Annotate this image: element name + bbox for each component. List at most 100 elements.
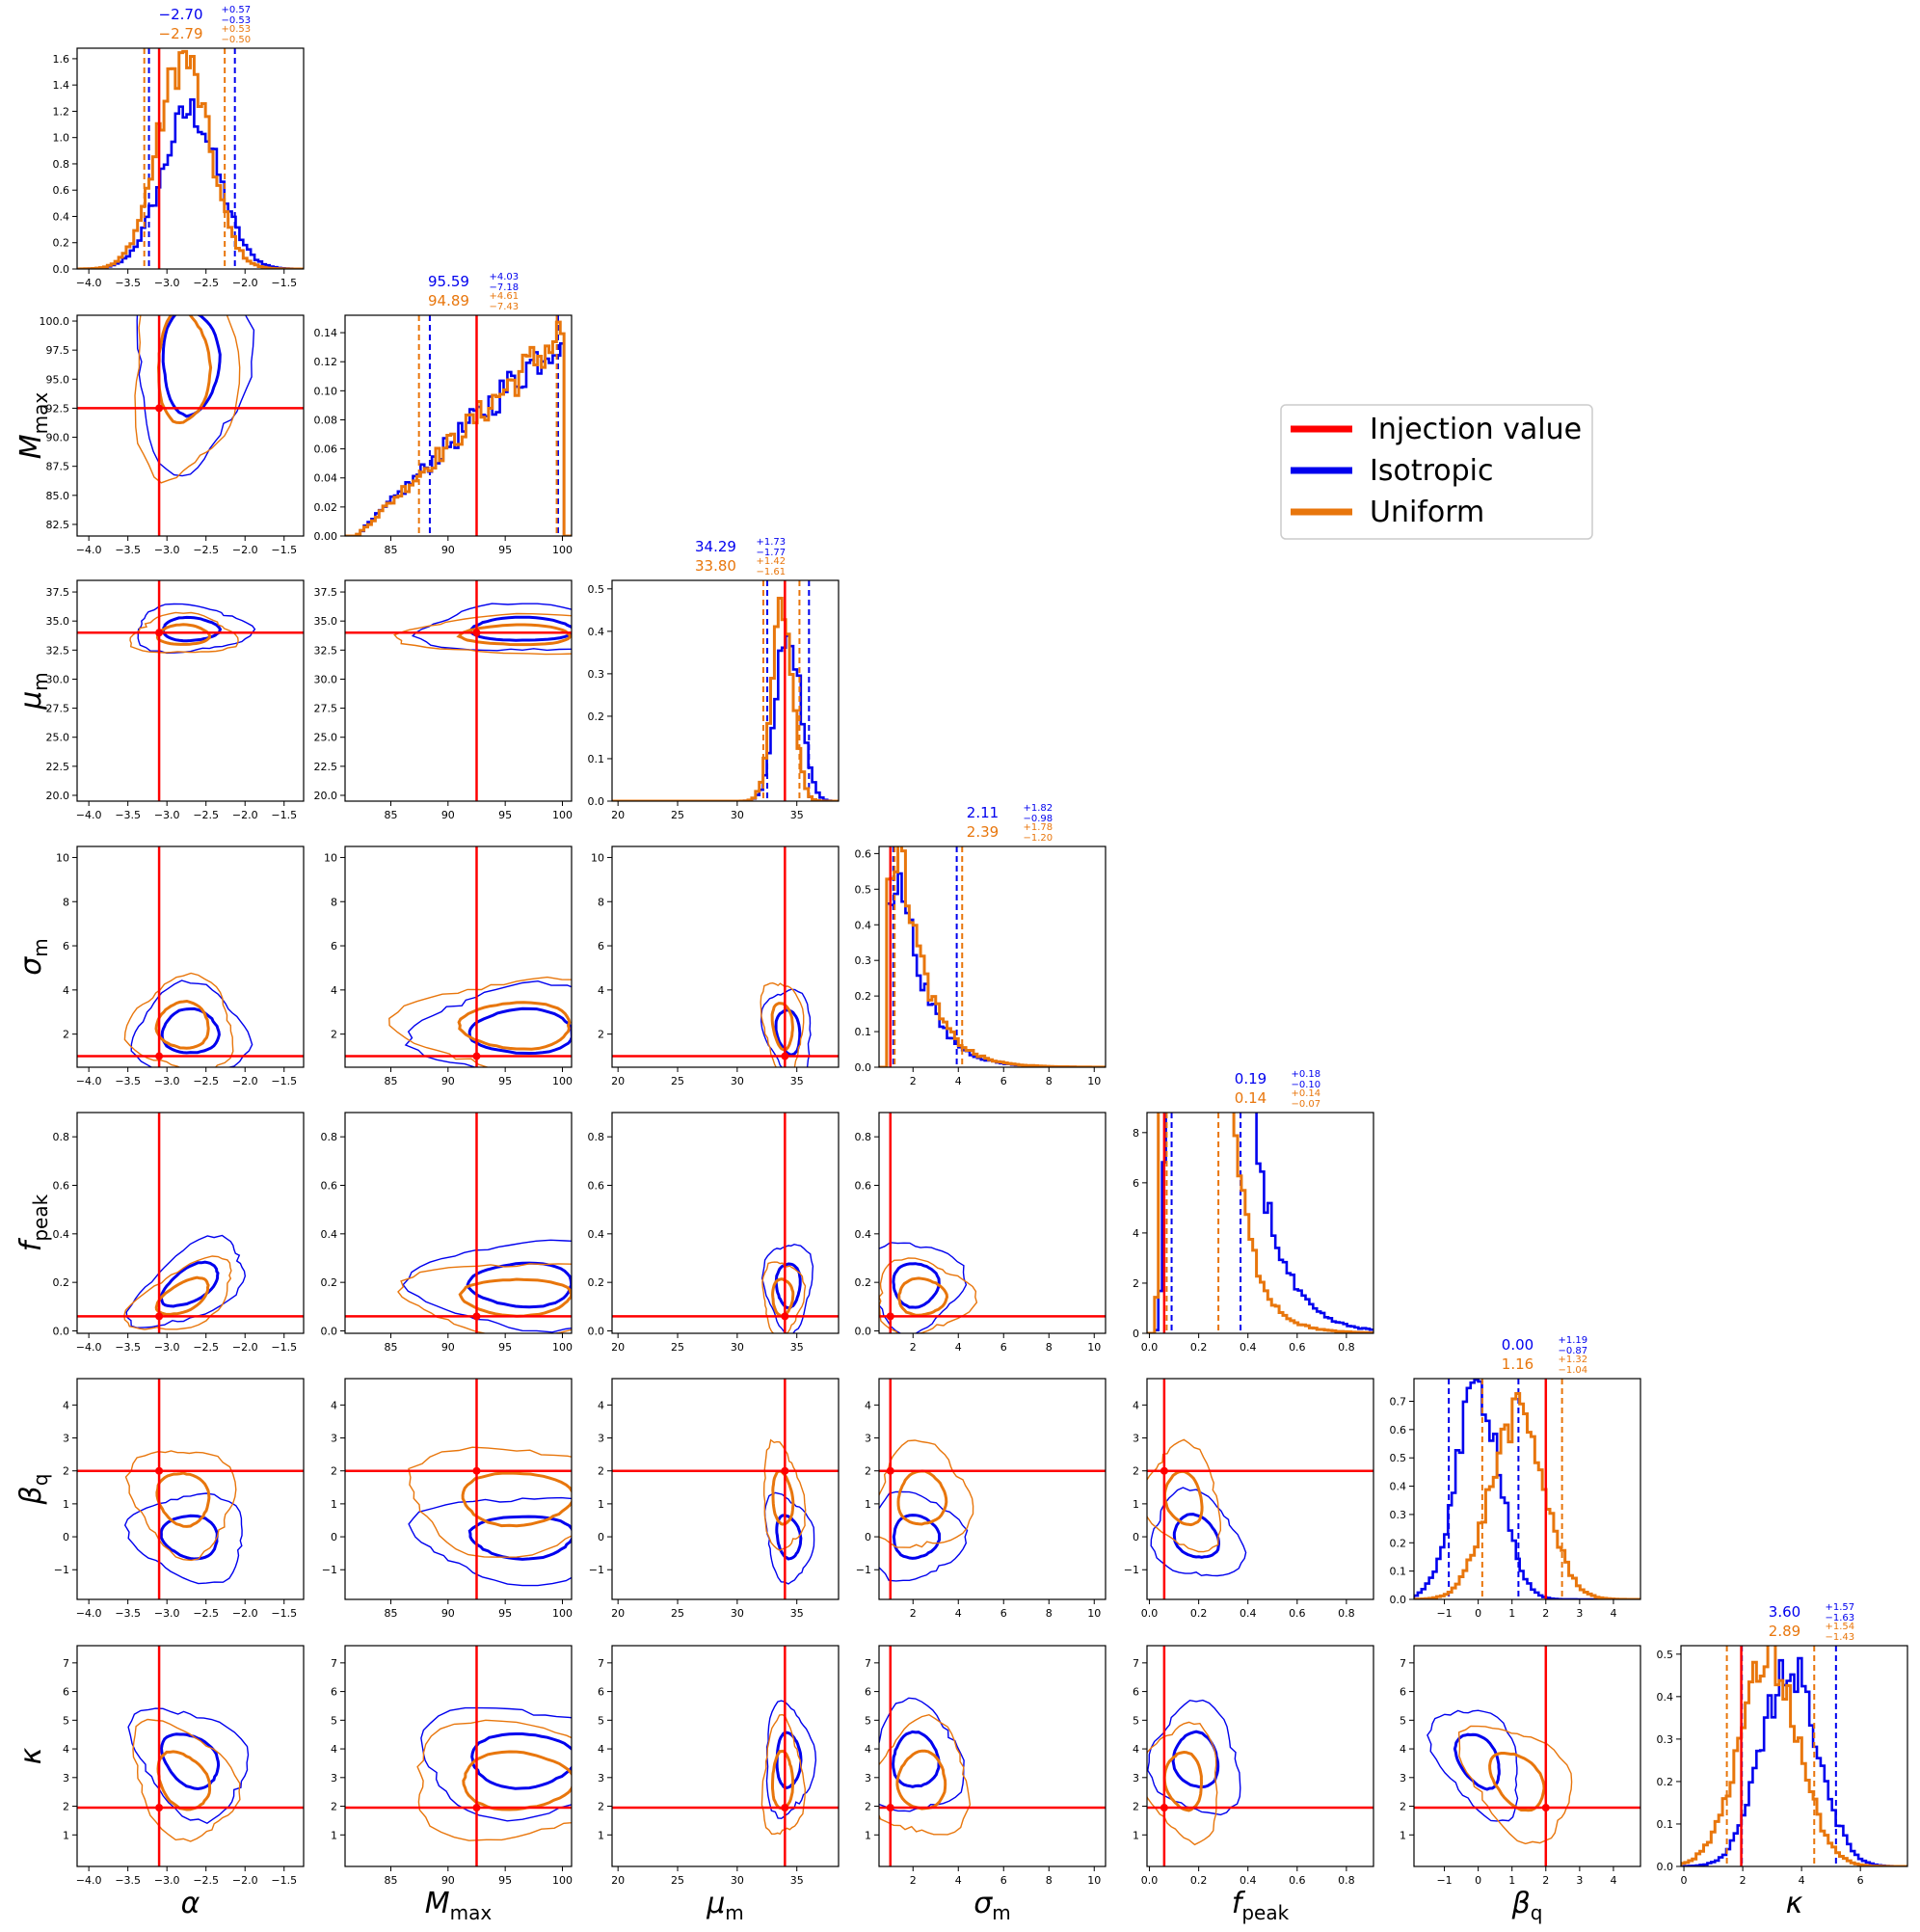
title-upper-error: +1.57 [1826, 1602, 1855, 1613]
ytick-label: 0.8 [53, 158, 70, 171]
panel-frame [76, 1112, 305, 1334]
panel-kappa-beta_q: 1 2 3 4 5 6 7 −1 0 1 2 3 4 [1400, 1645, 1641, 1887]
marginal-title-uniform: 0.14 [1235, 1089, 1267, 1107]
ytick-label: 3 [63, 1433, 69, 1445]
xtick-label: −3.0 [154, 1874, 180, 1887]
ytick-label: 0.3 [855, 954, 872, 967]
contour-uniform-inner [456, 623, 572, 647]
xtick-label: −2.0 [232, 544, 258, 556]
label-subscript: q [29, 1474, 52, 1487]
plot-area [1147, 1113, 1373, 1333]
ytick-label: 7 [331, 1657, 337, 1670]
ytick-label: 0.4 [588, 626, 605, 638]
plot-area [879, 1379, 1106, 1599]
panel-sigma_m-alpha: 2 4 6 8 10 −4.0 −3.5 −3.0 −2.5 −2.0 −1.5 [56, 845, 305, 1087]
contour-isotropic-inner [466, 1261, 572, 1309]
ytick-label: 5 [1400, 1714, 1406, 1727]
xtick-label: −1.5 [271, 544, 297, 556]
xtick-label: 6 [1000, 1607, 1007, 1620]
xtick-label: 35 [790, 1075, 804, 1087]
panel-sigma_m-mu_m: 2 4 6 8 10 20 25 30 35 [591, 845, 840, 1087]
plot-area [1414, 1646, 1640, 1866]
panel-mu_m-alpha: 20.0 22.5 25.0 27.5 30.0 32.5 35.0 37.5 −4.0 −3.5… [46, 579, 305, 821]
xtick-label: 85 [384, 1341, 397, 1354]
xtick-label: 95 [498, 1341, 512, 1354]
contour-isotropic-outer [127, 1707, 250, 1825]
contour-isotropic-outer [879, 1242, 968, 1333]
ytick-label: 1.4 [53, 79, 70, 92]
xtick-label: 25 [671, 809, 684, 821]
ytick-label: 95.0 [46, 373, 70, 386]
ytick-label: 0.5 [588, 583, 605, 596]
histogram-isotropic [1147, 1113, 1373, 1333]
legend: Injection value Isotropic Uniform [1280, 404, 1593, 540]
ytick-label: 3 [1133, 1772, 1139, 1784]
title-upper-error: +1.78 [1024, 822, 1053, 833]
xtick-label: −2.0 [232, 1341, 258, 1354]
histogram-uniform [1414, 1392, 1640, 1599]
ytick-label: 2 [598, 1465, 604, 1478]
xtick-label: 0.0 [1141, 1341, 1159, 1354]
xtick-label: 4 [1610, 1874, 1616, 1887]
ytick-label: 0.0 [855, 1061, 872, 1074]
ytick-label: 1 [63, 1498, 69, 1511]
ytick-label: 0.4 [1390, 1481, 1407, 1493]
legend-label-uniform: Uniform [1370, 496, 1484, 529]
xtick-label: −4.0 [76, 1874, 102, 1887]
xtick-label: 30 [731, 1607, 744, 1620]
ytick-label: 4 [331, 984, 337, 997]
xtick-label: 0 [1475, 1607, 1481, 1620]
ytick-label: 6 [1133, 1686, 1139, 1699]
legend-label-injection-value: Injection value [1370, 413, 1582, 446]
injection-point [1160, 1466, 1168, 1475]
ytick-label: 0.6 [855, 1179, 872, 1192]
xtick-label: −2.0 [232, 1607, 258, 1620]
ytick-label: 5 [1133, 1714, 1139, 1727]
xaxis-label-kappa: κ [1786, 1887, 1803, 1920]
ytick-label: 3 [63, 1772, 69, 1784]
xtick-label: 0.4 [1240, 1607, 1257, 1620]
plot-area [879, 1113, 1106, 1333]
title-upper-error: +0.57 [222, 5, 252, 15]
injection-point [472, 1466, 481, 1475]
xtick-label: 4 [955, 1607, 962, 1620]
injection-point [886, 1466, 894, 1475]
xtick-label: 30 [731, 809, 744, 821]
xtick-label: 0.4 [1240, 1341, 1257, 1354]
label-symbol: α [181, 1887, 200, 1920]
ytick-label: 2 [1133, 1801, 1139, 1813]
xtick-label: −2.5 [193, 544, 219, 556]
ytick-label: 1.0 [53, 132, 70, 145]
xtick-label: 6 [1000, 1075, 1007, 1087]
xtick-label: −3.5 [115, 277, 141, 289]
xtick-label: 35 [790, 1341, 804, 1354]
xtick-label: 4 [955, 1874, 962, 1887]
ytick-label: 4 [598, 1399, 604, 1411]
xtick-label: 90 [441, 1874, 455, 1887]
label-symbol: M [14, 434, 48, 459]
injection-point [886, 1804, 894, 1812]
contour-uniform-outer [124, 1450, 237, 1562]
contour-isotropic-inner [161, 615, 223, 643]
injection-point [155, 1052, 164, 1060]
xtick-label: 95 [498, 809, 512, 821]
panel-frame [1680, 1645, 1908, 1867]
xtick-label: 85 [384, 1075, 397, 1087]
plot-area [879, 846, 1106, 1067]
xtick-label: 90 [441, 809, 455, 821]
panel-f_peak-f_peak: 0.19 +0.18−0.10 0.14 +0.14−0.07 0 2 4 6 8 0.0 0.2 0… [1133, 1069, 1374, 1354]
ytick-label: 0.2 [588, 1276, 605, 1289]
contour-isotropic-outer [404, 979, 572, 1067]
contour-uniform-inner [458, 1277, 572, 1318]
xtick-label: 85 [384, 1874, 397, 1887]
panel-frame [344, 579, 573, 802]
xtick-label: 90 [441, 544, 455, 556]
marginal-title-isotropic: 0.00 [1502, 1336, 1533, 1354]
title-upper-error: +0.14 [1292, 1088, 1321, 1099]
xtick-label: 85 [384, 1607, 397, 1620]
histogram-uniform [1147, 1113, 1373, 1333]
ytick-label: −1 [1124, 1564, 1139, 1576]
ytick-label: 0.6 [855, 847, 872, 860]
title-upper-error: +0.53 [222, 24, 252, 35]
xaxis-label-alpha: α [181, 1887, 200, 1920]
